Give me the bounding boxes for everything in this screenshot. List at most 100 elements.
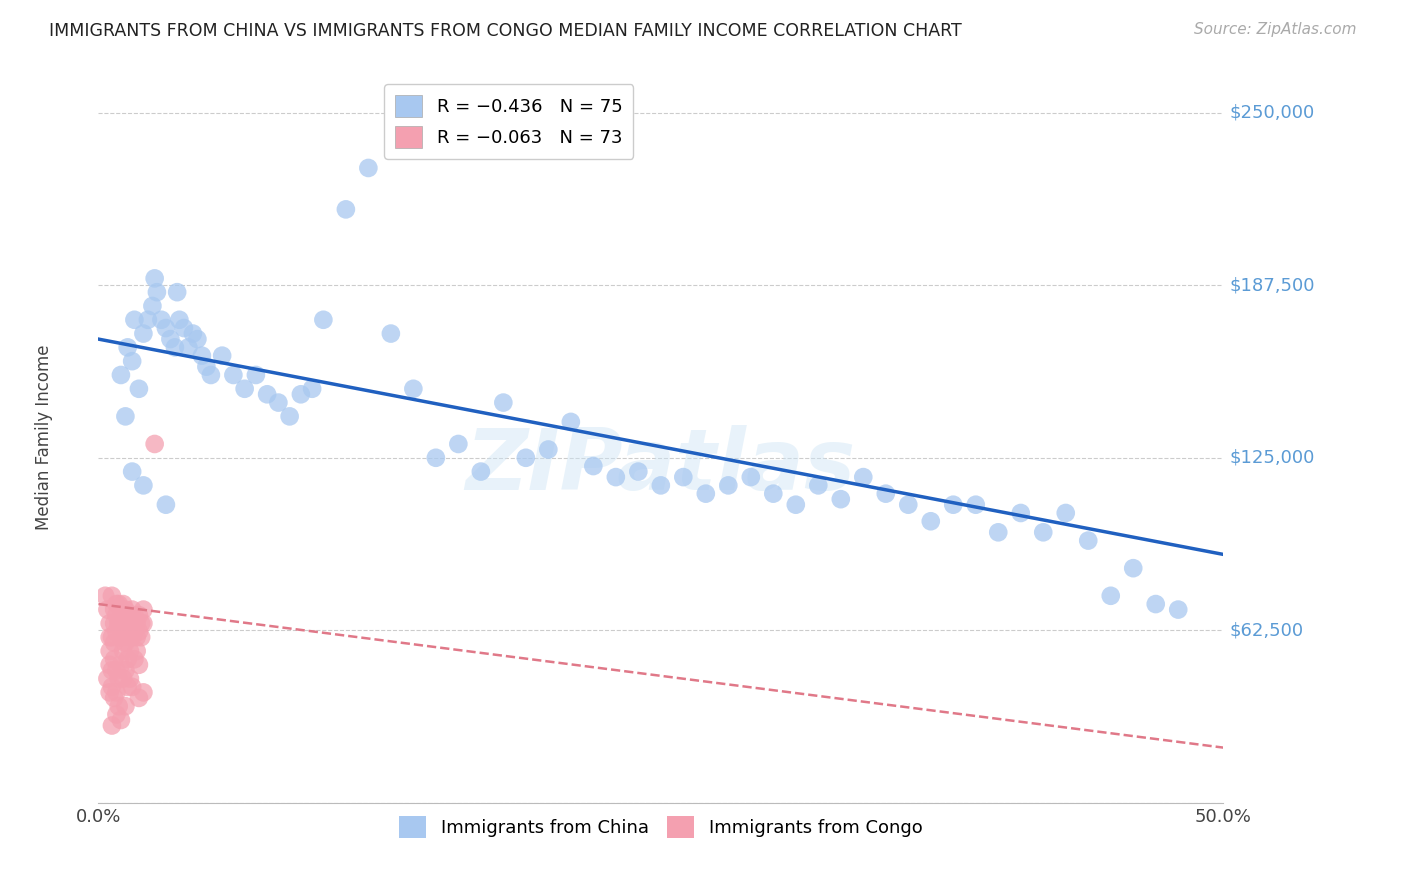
Point xyxy=(852,470,875,484)
Point xyxy=(107,672,129,686)
Point xyxy=(278,409,301,424)
Point xyxy=(1054,506,1077,520)
Point xyxy=(124,608,146,623)
Point xyxy=(107,699,129,714)
Point xyxy=(195,359,218,374)
Point xyxy=(987,525,1010,540)
Point xyxy=(1144,597,1167,611)
Point xyxy=(136,312,159,326)
Point xyxy=(357,161,380,175)
Point xyxy=(98,685,121,699)
Point xyxy=(132,602,155,616)
Point xyxy=(163,340,186,354)
Point xyxy=(124,312,146,326)
Point xyxy=(301,382,323,396)
Point xyxy=(1032,525,1054,540)
Point xyxy=(103,602,125,616)
Point xyxy=(96,672,118,686)
Point xyxy=(537,442,560,457)
Point xyxy=(101,589,124,603)
Point xyxy=(117,608,139,623)
Point xyxy=(105,608,128,623)
Point xyxy=(177,340,200,354)
Point xyxy=(110,630,132,644)
Point xyxy=(695,486,717,500)
Point xyxy=(785,498,807,512)
Point xyxy=(101,680,124,694)
Point xyxy=(125,616,148,631)
Legend: Immigrants from China, Immigrants from Congo: Immigrants from China, Immigrants from C… xyxy=(392,808,929,845)
Point xyxy=(101,663,124,677)
Point xyxy=(470,465,492,479)
Point xyxy=(402,382,425,396)
Point xyxy=(124,652,146,666)
Point xyxy=(650,478,672,492)
Point xyxy=(114,409,136,424)
Point xyxy=(118,644,141,658)
Point xyxy=(897,498,920,512)
Point xyxy=(105,597,128,611)
Point xyxy=(155,498,177,512)
Point xyxy=(181,326,204,341)
Text: Median Family Income: Median Family Income xyxy=(35,344,53,530)
Point xyxy=(1099,589,1122,603)
Point xyxy=(191,349,214,363)
Point xyxy=(114,699,136,714)
Point xyxy=(672,470,695,484)
Point xyxy=(110,713,132,727)
Point xyxy=(627,465,650,479)
Text: Source: ZipAtlas.com: Source: ZipAtlas.com xyxy=(1194,22,1357,37)
Point xyxy=(267,395,290,409)
Point xyxy=(425,450,447,465)
Point xyxy=(965,498,987,512)
Point xyxy=(112,624,135,639)
Point xyxy=(121,354,143,368)
Point xyxy=(114,616,136,631)
Point xyxy=(312,312,335,326)
Text: IMMIGRANTS FROM CHINA VS IMMIGRANTS FROM CONGO MEDIAN FAMILY INCOME CORRELATION : IMMIGRANTS FROM CHINA VS IMMIGRANTS FROM… xyxy=(49,22,962,40)
Point xyxy=(114,602,136,616)
Point xyxy=(155,321,177,335)
Point xyxy=(110,630,132,644)
Point xyxy=(129,616,152,631)
Point xyxy=(515,450,537,465)
Point xyxy=(98,657,121,672)
Point xyxy=(128,624,150,639)
Point xyxy=(141,299,163,313)
Point xyxy=(222,368,245,382)
Point xyxy=(920,514,942,528)
Point xyxy=(103,652,125,666)
Point xyxy=(128,690,150,705)
Point xyxy=(107,597,129,611)
Point xyxy=(492,395,515,409)
Point xyxy=(132,478,155,492)
Point xyxy=(107,616,129,631)
Point xyxy=(117,624,139,639)
Point xyxy=(605,470,627,484)
Point xyxy=(114,636,136,650)
Point xyxy=(1167,602,1189,616)
Point xyxy=(112,597,135,611)
Point xyxy=(717,478,740,492)
Point xyxy=(110,602,132,616)
Point xyxy=(1122,561,1144,575)
Point xyxy=(132,326,155,341)
Point xyxy=(129,630,152,644)
Point xyxy=(118,616,141,631)
Point xyxy=(101,630,124,644)
Point xyxy=(582,458,605,473)
Point xyxy=(132,685,155,699)
Point xyxy=(128,382,150,396)
Point xyxy=(121,630,143,644)
Point xyxy=(117,340,139,354)
Point xyxy=(121,602,143,616)
Text: $125,000: $125,000 xyxy=(1230,449,1316,467)
Point xyxy=(1010,506,1032,520)
Point xyxy=(110,616,132,631)
Point xyxy=(103,690,125,705)
Point xyxy=(112,644,135,658)
Point xyxy=(166,285,188,300)
Point xyxy=(132,616,155,631)
Point xyxy=(117,652,139,666)
Point xyxy=(112,672,135,686)
